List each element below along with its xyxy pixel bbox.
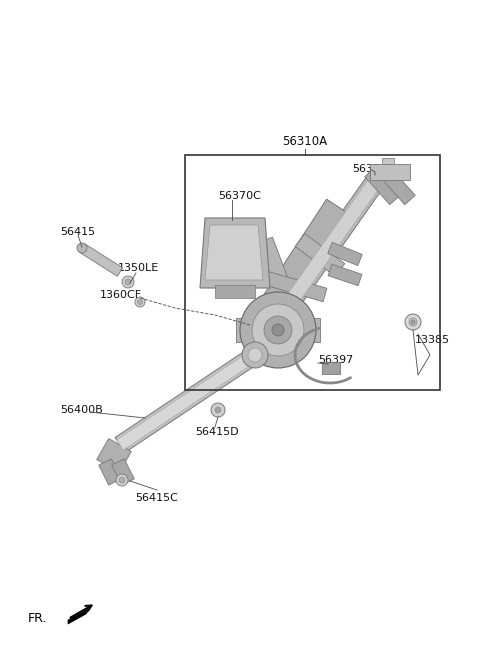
Circle shape xyxy=(137,300,143,304)
Circle shape xyxy=(116,474,128,486)
Polygon shape xyxy=(200,218,270,288)
Polygon shape xyxy=(328,264,362,286)
Circle shape xyxy=(215,407,221,413)
Circle shape xyxy=(409,318,417,326)
Circle shape xyxy=(211,403,225,417)
Circle shape xyxy=(248,348,262,362)
Polygon shape xyxy=(112,459,134,485)
Polygon shape xyxy=(365,168,400,205)
Polygon shape xyxy=(79,244,123,276)
Polygon shape xyxy=(115,348,260,453)
Circle shape xyxy=(122,276,134,288)
Text: 56370C: 56370C xyxy=(218,191,261,201)
Polygon shape xyxy=(279,171,386,314)
Polygon shape xyxy=(99,459,121,485)
Circle shape xyxy=(264,316,292,344)
Text: 1360CF: 1360CF xyxy=(100,290,142,300)
Text: FR.: FR. xyxy=(28,612,48,625)
Circle shape xyxy=(77,243,87,253)
Polygon shape xyxy=(117,350,258,450)
Polygon shape xyxy=(215,285,255,298)
Polygon shape xyxy=(295,234,345,277)
Text: 56415D: 56415D xyxy=(195,427,239,437)
Circle shape xyxy=(135,297,145,307)
Bar xyxy=(185,155,440,390)
Bar xyxy=(236,318,320,342)
Bar xyxy=(322,362,340,374)
Polygon shape xyxy=(277,170,388,316)
Polygon shape xyxy=(257,237,288,283)
Text: 56415: 56415 xyxy=(60,227,95,237)
Polygon shape xyxy=(250,199,353,334)
Circle shape xyxy=(242,342,268,368)
Text: 56415C: 56415C xyxy=(135,493,178,503)
Circle shape xyxy=(125,279,131,285)
Circle shape xyxy=(119,477,125,483)
Text: 56400B: 56400B xyxy=(60,405,103,415)
Circle shape xyxy=(405,314,421,330)
Polygon shape xyxy=(205,225,263,280)
Polygon shape xyxy=(253,268,327,302)
Circle shape xyxy=(272,324,284,336)
Polygon shape xyxy=(96,439,132,472)
Circle shape xyxy=(240,292,316,368)
Text: 56310A: 56310A xyxy=(282,135,327,148)
Circle shape xyxy=(411,320,415,324)
Text: 56397: 56397 xyxy=(318,355,353,365)
Text: 1350LE: 1350LE xyxy=(118,263,159,273)
Polygon shape xyxy=(382,158,394,180)
Polygon shape xyxy=(370,164,410,180)
Polygon shape xyxy=(380,168,415,205)
Text: 56390C: 56390C xyxy=(352,164,395,174)
Circle shape xyxy=(252,304,304,356)
Polygon shape xyxy=(68,608,90,624)
Text: 13385: 13385 xyxy=(415,335,450,345)
Polygon shape xyxy=(328,242,362,265)
